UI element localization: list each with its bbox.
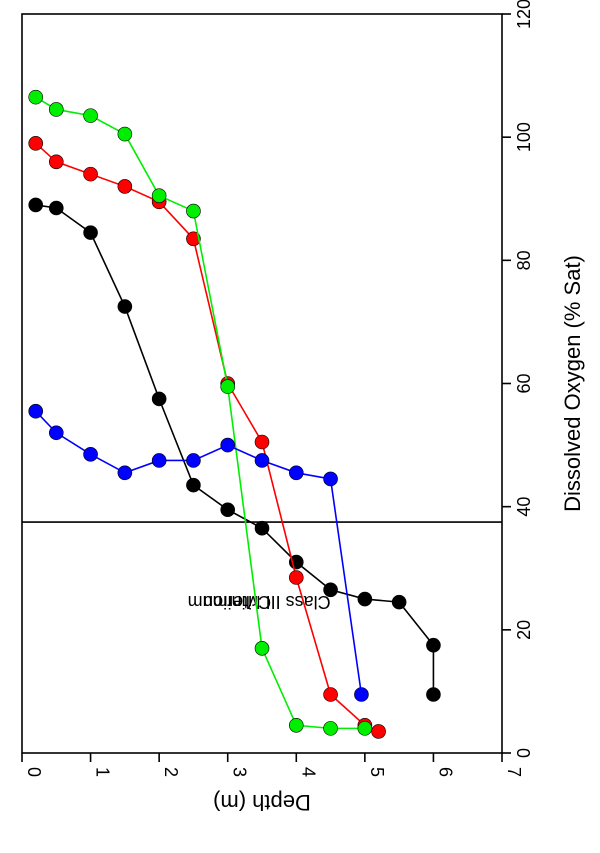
data-point <box>186 203 201 219</box>
depth-tick-label: 7 <box>504 767 524 777</box>
criterion-label-line-1: Class III Minimum <box>188 592 331 612</box>
data-point <box>288 465 304 481</box>
data-point <box>151 391 167 407</box>
depth-tick-label: 5 <box>367 767 387 777</box>
data-point <box>48 102 64 117</box>
series-line <box>35 96 365 730</box>
data-point <box>151 188 167 203</box>
oxygen-tick-label: 0 <box>514 748 534 758</box>
data-point <box>357 591 373 607</box>
data-point <box>323 582 338 598</box>
oxygen-tick-label: 120 <box>514 0 534 29</box>
data-point <box>220 502 236 518</box>
depth-tick-label: 1 <box>93 767 113 777</box>
data-point <box>28 403 44 419</box>
data-point <box>288 570 304 585</box>
data-point <box>391 594 407 610</box>
data-point <box>117 465 133 481</box>
data-point <box>254 434 270 450</box>
data-point <box>426 637 441 653</box>
oxygen-tick-label: 20 <box>514 620 534 640</box>
data-point <box>371 724 386 739</box>
oxygen-tick-label: 100 <box>514 122 534 152</box>
oxygen-axis-label: Dissolved Oxygen (% Sat) <box>560 255 585 512</box>
data-point <box>83 108 98 123</box>
depth-tick-label: 2 <box>161 767 181 777</box>
data-point <box>28 89 44 105</box>
series-3 <box>28 403 369 702</box>
data-point <box>28 197 44 213</box>
data-point <box>83 166 98 182</box>
data-point <box>83 447 98 462</box>
oxygen-tick-label: 60 <box>514 373 534 393</box>
data-point <box>323 471 338 487</box>
data-point <box>151 453 167 468</box>
data-point <box>220 437 236 453</box>
data-point <box>186 231 201 247</box>
oxygen-axis-ticks: 0 20 40 60 80 100 120 <box>502 0 534 758</box>
data-point <box>357 721 373 736</box>
depth-axis-label: Depth (m) <box>213 790 311 815</box>
data-point <box>48 425 64 441</box>
depth-axis-ticks: 0 1 2 3 4 5 6 7 <box>21 753 524 777</box>
data-point <box>48 200 64 216</box>
data-point <box>117 179 133 194</box>
data-point <box>83 225 98 240</box>
criterion-reference-group: Class III Minimum Criterion <box>22 521 502 612</box>
data-point <box>288 717 304 733</box>
data-point <box>48 154 64 170</box>
criterion-label-line-2: Criterion <box>203 592 271 612</box>
data-point <box>28 136 44 151</box>
data-point <box>354 687 369 702</box>
data-point <box>117 126 133 142</box>
data-point <box>186 453 201 468</box>
oxygen-tick-label: 80 <box>514 250 534 270</box>
data-point <box>323 687 338 702</box>
depth-tick-label: 3 <box>230 767 250 777</box>
series-2 <box>28 89 373 736</box>
data-point <box>254 453 270 468</box>
series-group <box>28 89 441 739</box>
data-point <box>220 379 236 394</box>
oxygen-tick-label: 40 <box>514 497 534 517</box>
depth-tick-label: 4 <box>298 767 318 777</box>
data-point <box>323 721 338 736</box>
data-point <box>117 299 133 314</box>
depth-tick-label: 6 <box>435 767 455 777</box>
depth-tick-label: 0 <box>24 767 44 777</box>
data-point <box>426 687 441 702</box>
data-point <box>254 641 270 656</box>
data-point <box>186 477 201 493</box>
data-point <box>254 520 270 536</box>
